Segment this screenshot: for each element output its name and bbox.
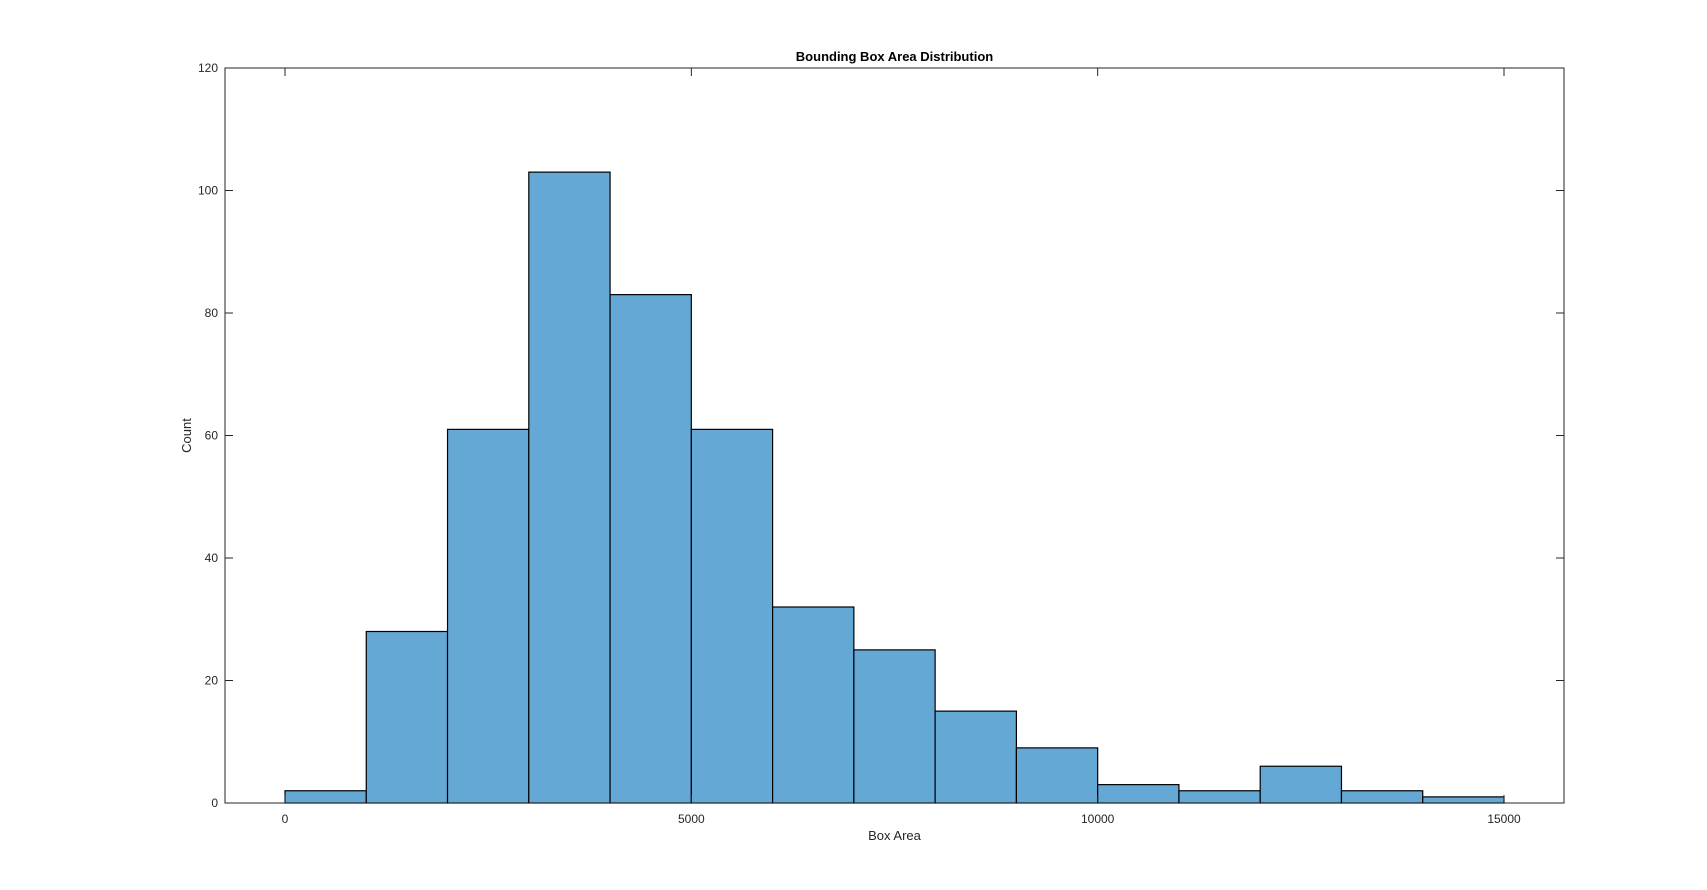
- histogram-bar: [1259, 765, 1343, 804]
- x-tick-label: 0: [282, 812, 289, 826]
- y-tick-label: 80: [205, 306, 219, 320]
- y-tick-label: 60: [205, 429, 219, 443]
- histogram-bar: [528, 171, 611, 804]
- histogram-bar: [1422, 796, 1505, 804]
- histogram-bar: [609, 294, 692, 804]
- x-axis-title: Box Area: [868, 828, 922, 843]
- bars-group: [284, 171, 1505, 804]
- y-tick-label: 100: [198, 184, 218, 198]
- histogram-bar: [690, 428, 774, 804]
- y-tick-label: 20: [205, 674, 219, 688]
- histogram-bar: [1097, 784, 1180, 804]
- chart-title: Bounding Box Area Distribution: [796, 49, 993, 64]
- histogram-bar: [934, 710, 1018, 804]
- histogram-bar: [284, 790, 367, 804]
- tick-labels-group: 0 5000 10000 15000 0 20 40 60 80 100 120: [198, 61, 1521, 826]
- histogram-bar: [365, 630, 449, 804]
- histogram-bar: [1340, 790, 1424, 804]
- x-tick-label: 10000: [1081, 812, 1115, 826]
- y-axis-title: Count: [179, 418, 194, 453]
- histogram-bar: [446, 428, 530, 804]
- histogram-bar: [771, 606, 855, 804]
- y-tick-label: 120: [198, 61, 218, 75]
- x-tick-label: 5000: [678, 812, 705, 826]
- histogram-bar: [1015, 747, 1099, 804]
- y-tick-label: 0: [211, 796, 218, 810]
- histogram-bar: [1178, 790, 1261, 804]
- histogram-bar: [853, 649, 936, 804]
- x-tick-label: 15000: [1487, 812, 1521, 826]
- y-tick-label: 40: [205, 551, 219, 565]
- plot-area-frame: [224, 67, 1565, 804]
